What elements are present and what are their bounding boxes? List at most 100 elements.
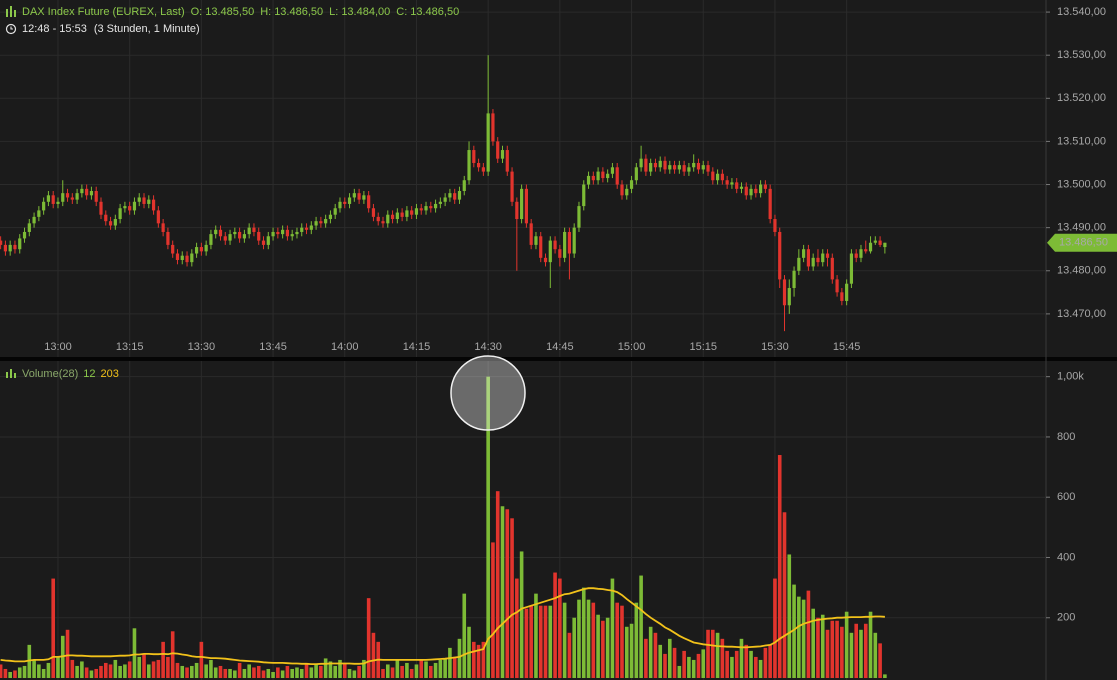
volume-bar — [94, 668, 99, 679]
volume-bar — [290, 668, 294, 679]
candle-body — [524, 188, 528, 224]
volume-bar — [80, 661, 84, 679]
candle-body — [42, 201, 46, 211]
volume-bar — [433, 662, 438, 679]
ohlc-value: 13.486,50 — [274, 6, 323, 18]
volume-bar — [553, 572, 557, 679]
candle-body — [271, 231, 275, 237]
candle-body — [104, 214, 108, 222]
candle-body — [61, 193, 65, 202]
candle-body — [218, 229, 223, 237]
volume-bar — [663, 653, 667, 679]
candle-body — [118, 208, 122, 220]
volume-bar — [581, 587, 586, 679]
candle-body — [668, 165, 672, 170]
candle-body — [166, 231, 170, 245]
volume-bar — [299, 668, 304, 679]
candle-body — [543, 257, 548, 263]
volume-bar — [691, 659, 696, 679]
candle-body — [859, 249, 863, 258]
volume-bar — [806, 590, 811, 679]
volume-bar — [209, 659, 213, 679]
y-tick-label: 13.470,00 — [1057, 308, 1106, 320]
volume-bar — [17, 667, 22, 679]
candle-body — [553, 240, 557, 250]
volume-icon — [6, 369, 16, 378]
price-tag — [1047, 233, 1117, 252]
volume-bar — [409, 668, 414, 679]
volume-bar — [758, 659, 763, 679]
candle-body — [639, 158, 643, 168]
volume-bar — [773, 578, 777, 679]
candle-body — [257, 231, 261, 241]
volume-bar — [233, 670, 237, 679]
candle-body — [0, 240, 3, 245]
volume-bar — [782, 512, 787, 679]
candle-body — [563, 231, 567, 258]
candle-body — [209, 234, 213, 245]
volume-bar — [242, 668, 247, 679]
candle-body — [586, 175, 591, 185]
volume-bar — [438, 659, 443, 679]
volume-bar — [672, 647, 677, 679]
candle-body — [472, 150, 476, 163]
candle-body — [22, 231, 27, 239]
volume-bar — [352, 670, 357, 679]
volume-bar — [333, 665, 338, 679]
ohlc-name: C: — [396, 6, 407, 18]
candle-body — [539, 236, 543, 258]
candle-body — [849, 253, 854, 284]
volume-bar — [854, 623, 858, 679]
ohlc-value: 13.485,50 — [205, 6, 254, 18]
y-tick-label: 13.530,00 — [1057, 49, 1106, 61]
candle-body — [782, 279, 787, 306]
candle-body — [433, 203, 438, 209]
volume-bar — [103, 662, 108, 679]
volume-bar — [591, 602, 596, 679]
grid — [0, 0, 1045, 680]
candle-body — [806, 249, 811, 267]
volume-bar — [137, 656, 142, 679]
volume-bar — [295, 667, 299, 679]
candle-body — [520, 188, 524, 220]
candle-body — [309, 225, 313, 230]
volume-bar — [491, 542, 495, 679]
candle-body — [424, 206, 428, 211]
volume-bar — [108, 664, 113, 679]
volume-bar — [146, 664, 151, 679]
x-tick-label: 15:15 — [689, 341, 717, 353]
volume-bar — [500, 506, 505, 679]
candle-body — [233, 231, 237, 235]
candle-body — [816, 257, 820, 263]
candle-body — [252, 227, 256, 232]
y-tick-label: 13.480,00 — [1057, 265, 1106, 277]
volume-bar — [314, 664, 318, 679]
candle-body — [85, 188, 89, 196]
x-tick-label: 13:45 — [259, 341, 287, 353]
x-tick-label: 15:00 — [618, 341, 646, 353]
volume-bar — [730, 656, 734, 679]
volume-bar — [739, 638, 744, 679]
candle-body — [27, 223, 31, 232]
volume-bar — [572, 617, 576, 679]
candle-body — [453, 193, 457, 200]
volume-bar — [529, 605, 533, 679]
volume-bar — [166, 656, 170, 679]
volume-bar — [495, 491, 500, 679]
candle-body — [663, 160, 667, 170]
volume-bar — [820, 614, 825, 679]
header: DAX Index Future (EUREX, Last) O: 13.485,5… — [5, 6, 459, 35]
y-tick-label: 600 — [1057, 491, 1075, 503]
volume-header: Volume(28) 12 203 — [6, 368, 119, 380]
volume-bar — [567, 632, 572, 679]
candle-body — [132, 201, 137, 211]
volume-bar — [185, 667, 189, 679]
candle-body — [285, 229, 290, 237]
candle-body — [696, 162, 701, 170]
candle-body — [123, 206, 127, 209]
volume-bar — [543, 605, 548, 679]
candle-body — [572, 227, 576, 254]
volume-bar — [271, 671, 275, 679]
